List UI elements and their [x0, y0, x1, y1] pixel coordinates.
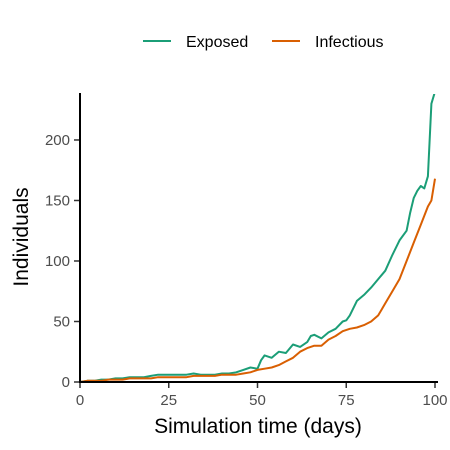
- legend: Exposed Infectious: [143, 34, 383, 51]
- x-tick-label: 0: [76, 392, 84, 409]
- legend-label-exposed: Exposed: [186, 34, 248, 51]
- x-tick-label: 25: [160, 392, 177, 409]
- plot-area: 0 25 50 75 100 0 50 100 150 200: [45, 93, 448, 409]
- x-tick-label: 50: [249, 392, 266, 409]
- series-layer: [80, 94, 436, 382]
- x-tick-label: 100: [422, 392, 447, 409]
- y-tick-label: 200: [45, 132, 70, 149]
- legend-label-infectious: Infectious: [315, 34, 383, 51]
- series-line-exposed: [80, 94, 436, 382]
- y-tick-label: 100: [45, 253, 70, 270]
- y-axis-title: Individuals: [10, 187, 33, 286]
- y-tick-label: 150: [45, 192, 70, 209]
- x-axis-title: Simulation time (days): [154, 415, 362, 438]
- y-tick-label: 0: [62, 374, 70, 391]
- y-tick-label: 50: [53, 313, 70, 330]
- series-line-infectious: [80, 178, 436, 382]
- x-tick-label: 75: [338, 392, 355, 409]
- y-axis-ticks: 0 50 100 150 200: [45, 132, 79, 391]
- x-axis-ticks: 0 25 50 75 100: [76, 383, 448, 409]
